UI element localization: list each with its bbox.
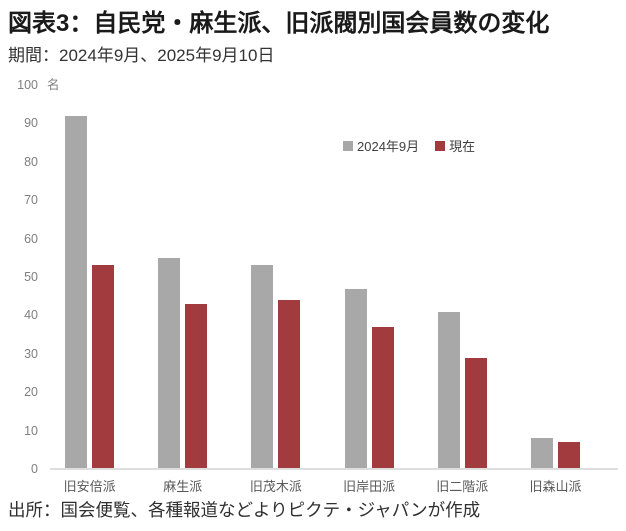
bar-group-6: [509, 85, 602, 469]
bar-current: [92, 265, 115, 469]
bar-current: [557, 442, 580, 469]
x-axis-line: [50, 468, 618, 470]
y-axis-tick-label: 0: [31, 462, 38, 476]
bar-group-5: [416, 85, 509, 469]
x-axis-category-label: 旧森山派: [529, 479, 582, 494]
y-axis-tick-label: 70: [24, 193, 38, 208]
bar-current: [464, 358, 487, 469]
legend-label-2024: 2024年9月: [357, 139, 420, 154]
y-axis-unit-label: 名: [47, 78, 60, 92]
bar-2024: [344, 289, 367, 469]
y-axis-tick-label: 30: [24, 346, 38, 361]
x-axis-category-label: 旧茂木派: [249, 479, 302, 494]
y-axis-tick-label: 40: [24, 308, 38, 323]
bar-current: [371, 327, 394, 469]
y-axis-tick-label: 60: [24, 231, 38, 246]
source-note: 出所：国会便覧、各種報道などよりピクテ・ジャパンが作成: [8, 500, 481, 520]
bar-current: [278, 300, 301, 469]
bar-2024: [158, 258, 181, 469]
x-axis-category-label: 旧二階派: [436, 479, 489, 494]
plot-area: [43, 85, 602, 469]
x-axis-category-label: 旧岸田派: [343, 479, 396, 494]
x-axis-category-labels: 旧安倍派 麻生派 旧茂木派 旧岸田派 旧二階派 旧森山派: [43, 476, 602, 495]
bar-group-1: [43, 85, 136, 469]
legend-swatch-2024: [343, 140, 353, 151]
x-axis-category-label: 麻生派: [163, 479, 203, 494]
chart-period-subtitle: 期間：2024年9月、2025年9月10日: [8, 46, 275, 65]
chart-title: 図表3：自民党・麻生派、旧派閥別国会員数の変化: [8, 10, 550, 37]
chart-legend: 2024年9月 現在: [343, 136, 475, 155]
bar-group-4: [323, 85, 416, 469]
legend-item-current: 現在: [435, 136, 475, 155]
y-axis-tick-label: 80: [24, 154, 38, 169]
y-axis-tick-label: 90: [24, 116, 38, 131]
y-axis-tick-label: 100: [17, 78, 38, 92]
legend-label-current: 現在: [449, 139, 476, 154]
legend-swatch-current: [435, 140, 446, 151]
bar-group-3: [229, 85, 322, 469]
legend-item-2024: 2024年9月: [343, 136, 419, 155]
bar-group-2: [136, 85, 229, 469]
bar-2024: [65, 116, 88, 469]
y-axis-tick-label: 20: [24, 385, 38, 400]
bar-2024: [437, 312, 460, 469]
y-axis-tick-label: 50: [24, 270, 38, 284]
bar-2024: [251, 265, 274, 469]
bar-current: [185, 304, 208, 469]
x-axis-category-label: 旧安倍派: [63, 479, 116, 494]
y-axis-tick-label: 10: [24, 423, 38, 438]
bar-2024: [530, 438, 553, 469]
